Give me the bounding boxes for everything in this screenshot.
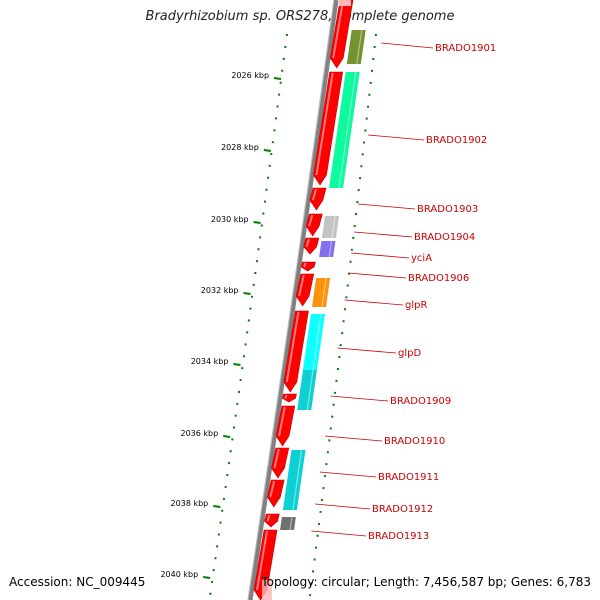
gene-label-leader <box>354 231 413 238</box>
tick-label: 2036 kbp <box>180 429 218 438</box>
tick-mark <box>273 77 282 80</box>
gene-block-highlight <box>356 29 363 65</box>
gene-block <box>319 241 336 257</box>
gene-label[interactable]: BRADO1913 <box>368 531 429 542</box>
gene-label-leader <box>311 530 367 537</box>
gene-label[interactable]: BRADO1906 <box>408 273 469 284</box>
gene-block-highlight <box>289 516 293 531</box>
gene-label[interactable]: BRADO1902 <box>426 135 487 146</box>
partial-feature <box>262 580 272 600</box>
cds-arrow-highlight <box>278 406 286 437</box>
gene-label[interactable]: BRADO1912 <box>372 504 433 515</box>
cds-arrow-highlight <box>266 514 271 522</box>
gene-label-leader <box>344 299 404 306</box>
gene-block <box>329 72 360 188</box>
tick-label: 2040 kbp <box>160 570 198 579</box>
cds-arrow-highlight <box>311 188 318 201</box>
cds-arrow <box>267 479 285 508</box>
gene-label-leader <box>368 134 425 141</box>
gene-block-highlight <box>328 240 333 258</box>
gene-label[interactable]: glpD <box>398 348 421 359</box>
backbone-highlight <box>247 0 335 600</box>
gene-block <box>321 216 340 238</box>
tick-label: 2038 kbp <box>171 499 209 508</box>
map-title: Bradyrhizobium sp. ORS278, complete geno… <box>145 9 455 24</box>
gene-block-highlight <box>312 313 322 371</box>
cds-arrow <box>313 71 344 186</box>
tick-label: 2026 kbp <box>231 71 269 80</box>
cds-arrow <box>271 447 290 479</box>
gene-label-leader <box>381 42 434 49</box>
gene-label[interactable]: BRADO1903 <box>417 204 478 215</box>
gene-block <box>302 314 325 370</box>
gene-block <box>284 450 306 500</box>
gene-label-leader <box>337 347 397 354</box>
tick-label: 2030 kbp <box>211 215 249 224</box>
tick-label: 2034 kbp <box>191 357 229 366</box>
gene-label-leader <box>351 252 410 259</box>
gene-block-highlight <box>293 449 303 501</box>
gene-block-highlight <box>321 277 327 308</box>
gene-block-highlight <box>338 71 357 189</box>
genome-backbone <box>247 0 339 600</box>
tick-mark <box>233 363 241 366</box>
gene-label[interactable]: yciA <box>411 253 432 264</box>
cds-arrow-highlight <box>332 0 344 59</box>
gene-label[interactable]: BRADO1909 <box>390 396 451 407</box>
cds-arrow-highlight <box>305 238 310 248</box>
tick-mark <box>243 292 251 295</box>
tick-label: 2032 kbp <box>201 286 239 295</box>
tick-mark <box>213 505 221 508</box>
topology-info-text: Topology: circular; Length: 7,456,587 bp… <box>261 575 591 589</box>
partial-feature <box>339 0 351 6</box>
tick-mark <box>203 576 211 579</box>
gene-label[interactable]: glpR <box>405 300 427 311</box>
cds-arrow <box>283 310 309 393</box>
gene-block <box>280 517 296 530</box>
cds-arrow <box>329 0 354 69</box>
gene-label-leader <box>324 435 383 442</box>
gene-block <box>346 30 366 64</box>
tick-mark <box>263 149 271 152</box>
gene-block <box>282 500 299 510</box>
cds-arrow-highlight <box>256 530 269 591</box>
cds-arrow <box>295 273 315 307</box>
gene-label[interactable]: BRADO1910 <box>384 436 445 447</box>
tick-mark <box>253 221 261 224</box>
cds-arrow-highlight <box>269 480 276 498</box>
tick-label: 2028 kbp <box>221 143 259 152</box>
tick-mark <box>223 435 231 438</box>
gene-block <box>297 370 317 410</box>
gene-label-leader <box>358 203 416 210</box>
cds-arrow-highlight <box>284 394 288 399</box>
gene-label[interactable]: BRADO1911 <box>378 472 439 483</box>
tick-ring <box>209 33 288 597</box>
gene-label-leader <box>348 272 407 279</box>
gene-label-leader <box>330 395 389 402</box>
gene-label[interactable]: BRADO1901 <box>435 43 496 54</box>
accession-text: Accession: NC_009445 <box>9 575 146 589</box>
gene-label-leader <box>319 471 377 478</box>
cds-arrow-highlight <box>273 448 280 469</box>
gene-block-highlight <box>306 369 314 411</box>
cds-arrow-highlight <box>285 311 300 383</box>
cds-arrow-highlight <box>315 72 334 176</box>
gene-block-highlight <box>331 215 336 239</box>
gene-label-leader <box>315 503 371 510</box>
cds-arrow-highlight <box>308 214 314 227</box>
cds-arrow-highlight <box>303 262 307 268</box>
gene-label[interactable]: BRADO1904 <box>414 232 475 243</box>
cds-arrow-highlight <box>298 274 305 297</box>
gene-block-highlight <box>292 499 295 511</box>
cds-arrow <box>275 405 296 447</box>
gene-block <box>311 278 331 307</box>
